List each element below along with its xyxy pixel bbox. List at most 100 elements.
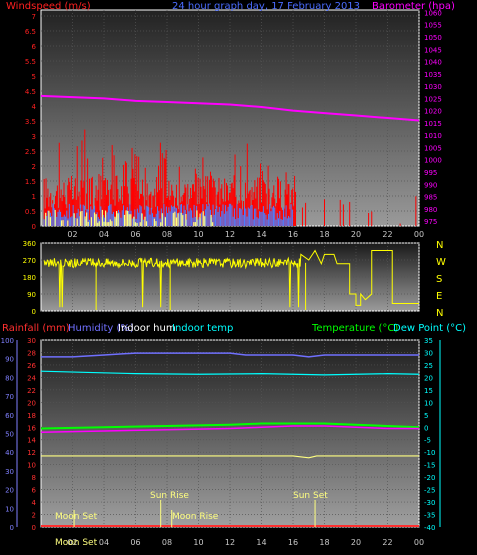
humidity-y-tick: 10 [5, 505, 14, 513]
temp-y-tick: 0 [424, 424, 428, 432]
temp-x-tick: 12 [225, 538, 235, 547]
wind-x-tick: 10 [193, 230, 203, 239]
temp-x-tick: 08 [162, 538, 172, 547]
direction-line [43, 249, 419, 308]
direction-y-tick: 0 [32, 308, 36, 316]
baro-y-tick: 1045 [424, 46, 442, 54]
humidity-y-tick: 60 [5, 412, 14, 420]
legend-humidity: Humidity (%) [68, 323, 134, 334]
temp-y-tick: -35 [424, 512, 435, 520]
baro-y-tick: 1025 [424, 95, 442, 103]
temp-x-tick: 20 [351, 538, 361, 547]
wind-x-tick: 08 [162, 230, 172, 239]
direction-y-tick: 180 [23, 274, 36, 282]
moon-rise-label: Moon Rise [172, 512, 219, 522]
temp-x-tick: 10 [193, 538, 203, 547]
temp-y-tick: 35 [424, 337, 433, 345]
baro-y-tick: 1060 [424, 9, 442, 17]
legend-indoor-hum: Indoor hum [118, 323, 176, 334]
wind-y-tick: 3 [32, 133, 36, 141]
baro-y-tick: 1020 [424, 108, 442, 116]
rain-y-tick: 8 [32, 474, 36, 482]
direction-y-tick: 270 [23, 257, 36, 265]
compass-s: S [436, 274, 442, 285]
temp-y-tick: -20 [424, 474, 435, 482]
humidity-y-tick: 70 [5, 393, 14, 401]
wind-y-tick: 5 [32, 73, 36, 81]
compass-labels: N W S E N [436, 240, 446, 319]
barometer-line [40, 94, 420, 122]
baro-y-tick: 1040 [424, 59, 442, 67]
baro-y-tick: 1050 [424, 34, 442, 42]
rain-y-tick: 20 [27, 399, 36, 407]
rain-y-tick: 4 [32, 499, 37, 507]
legend-dewpoint: Dew Point (°C) [393, 323, 466, 334]
wind-x-tick: 04 [99, 230, 109, 239]
wind-x-tick: 18 [319, 230, 329, 239]
direction-y-tick: 360 [23, 240, 36, 248]
indoor-hum-line [41, 455, 419, 459]
humidity-line [41, 352, 419, 358]
temp-y-tick: 20 [424, 374, 433, 382]
wind-y-tick: 7 [32, 13, 36, 21]
baro-y-tick: 1030 [424, 83, 442, 91]
humidity-y-tick: 100 [1, 337, 14, 345]
baro-y-tick: 990 [424, 181, 437, 189]
moon-set-label-axis: Moon Set [55, 538, 98, 548]
compass-n-bottom: N [436, 308, 443, 319]
wind-y-tick: 0 [32, 223, 36, 231]
temp-y-tick: -10 [424, 449, 435, 457]
compass-w: W [436, 257, 446, 268]
wind-x-tick: 00 [414, 230, 424, 239]
legend-temperature: Temperature (°C) [311, 323, 398, 334]
baro-y-tick: 1055 [424, 22, 442, 30]
temp-x-tick: 06 [130, 538, 140, 547]
wind-y-tick: 4 [32, 103, 37, 111]
rain-y-tick: 12 [27, 449, 36, 457]
baro-y-tick: 980 [424, 206, 437, 214]
temperature-line [40, 422, 420, 430]
compass-e: E [436, 291, 442, 302]
wind-y-tick: 0.5 [25, 208, 36, 216]
baro-y-tick: 1005 [424, 144, 442, 152]
rain-y-tick: 10 [27, 462, 36, 470]
baro-y-tick: 995 [424, 169, 437, 177]
legend-rainfall: Rainfall (mm) [2, 323, 70, 334]
rain-y-tick: 28 [27, 349, 36, 357]
indoor-temp-line [40, 370, 420, 376]
humidity-y-tick: 90 [5, 356, 14, 364]
legend-indoor-temp: Indoor temp [172, 323, 233, 334]
rain-y-tick: 0 [32, 524, 36, 532]
temp-y-tick: 10 [424, 399, 433, 407]
humidity-y-tick: 40 [5, 449, 14, 457]
wind-y-tick: 4.5 [25, 88, 36, 96]
temp-y-tick: -40 [424, 524, 435, 532]
humidity-y-tick: 80 [5, 374, 14, 382]
dewpoint-line [40, 425, 419, 434]
wind-x-tick: 20 [351, 230, 361, 239]
rain-y-tick: 16 [27, 424, 36, 432]
rain-y-tick: 22 [27, 387, 36, 395]
temp-x-tick: 14 [256, 538, 266, 547]
compass-n-top: N [436, 240, 443, 251]
barometer-axis-label: Barometer (hpa) [372, 1, 455, 12]
wind-y-tick: 6 [32, 43, 37, 51]
temp-y-tick: -5 [424, 437, 431, 445]
wind-y-tick: 6.5 [25, 28, 36, 36]
rain-y-tick: 6 [32, 487, 37, 495]
humidity-y-tick: 0 [10, 524, 14, 532]
temp-y-tick: -15 [424, 462, 435, 470]
temp-x-tick: 22 [382, 538, 392, 547]
rain-y-tick: 26 [27, 362, 36, 370]
moon-set-label: Moon Set [55, 512, 98, 522]
temp-y-tick: 25 [424, 362, 433, 370]
baro-y-tick: 975 [424, 218, 437, 226]
direction-y-tick: 90 [27, 291, 36, 299]
temp-x-tick: 18 [319, 538, 329, 547]
baro-y-tick: 1015 [424, 120, 442, 128]
temp-y-tick: -30 [424, 499, 435, 507]
humidity-y-tick: 20 [5, 487, 14, 495]
rain-y-tick: 30 [27, 337, 36, 345]
temp-x-tick: 02 [67, 538, 77, 547]
